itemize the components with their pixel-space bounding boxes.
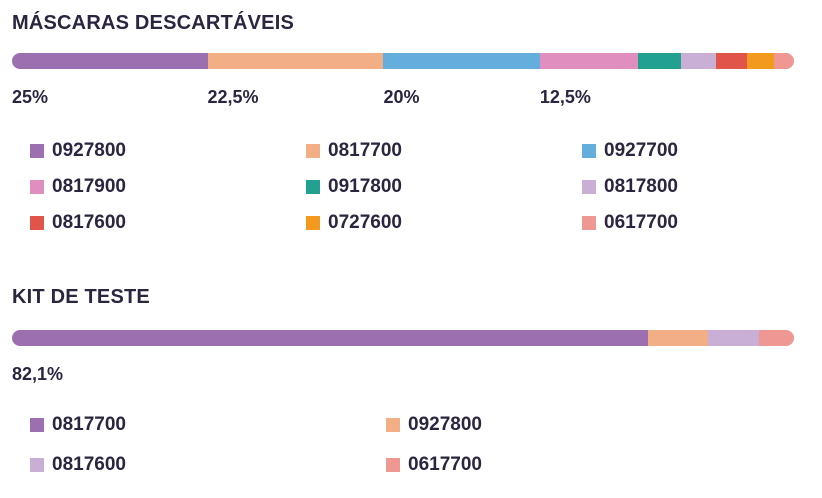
legend-label: 0617700	[408, 454, 482, 475]
legend: 0817700 0927800 0817600 0617700	[12, 413, 794, 493]
chart-mascaras-descartaveis: MÁSCARAS DESCARTÁVEIS 25% 22,5% 20% 12,5% 0…	[12, 12, 794, 242]
bar-segment-0927700	[383, 53, 540, 69]
legend-swatch	[30, 216, 44, 230]
legend-swatch	[386, 418, 400, 432]
legend-item-0927800: 0927800	[30, 139, 126, 163]
legend-item-0617700: 0617700	[582, 211, 678, 235]
legend-label: 0617700	[604, 212, 678, 233]
legend-label: 0817600	[52, 212, 126, 233]
legend-label: 0927800	[408, 414, 482, 435]
chart-title: KIT DE TESTE	[12, 286, 150, 308]
bar-segment-0917800	[637, 53, 682, 69]
legend-item-0817800: 0817800	[582, 175, 678, 199]
legend-label: 0817700	[52, 414, 126, 435]
legend-swatch	[30, 458, 44, 472]
legend-label: 0927800	[52, 140, 126, 161]
percentage-labels: 82,1%	[12, 364, 794, 388]
bar-segment-0817900	[539, 53, 638, 69]
legend-label: 0817700	[328, 140, 402, 161]
legend-swatch	[30, 418, 44, 432]
legend-item-0727600: 0727600	[306, 211, 402, 235]
chart-title: MÁSCARAS DESCARTÁVEIS	[12, 12, 295, 34]
legend-swatch	[386, 458, 400, 472]
bar-segment-0927800	[647, 330, 709, 346]
legend-item-0817600: 0817600	[30, 453, 126, 477]
legend-label: 0727600	[328, 212, 402, 233]
legend-swatch	[582, 216, 596, 230]
legend-item-0817900: 0817900	[30, 175, 126, 199]
legend-swatch	[30, 144, 44, 158]
stacked-bar	[12, 53, 794, 69]
percentage-label-0817700: 22,5%	[207, 87, 259, 107]
legend-item-0927700: 0927700	[582, 139, 678, 163]
legend-swatch	[306, 216, 320, 230]
bar-segment-0817600	[715, 53, 748, 69]
bar-segment-0617700	[773, 53, 794, 69]
legend-label: 0817900	[52, 176, 126, 197]
bar-segment-0817800	[681, 53, 716, 69]
legend-swatch	[306, 180, 320, 194]
legend-label: 0817600	[52, 454, 126, 475]
legend-label: 0817800	[604, 176, 678, 197]
percentage-label-0927700: 20%	[383, 87, 420, 107]
legend: 0927800 0817700 0927700 0817900 0917800 08178…	[12, 139, 794, 249]
legend-item-0917800: 0917800	[306, 175, 402, 199]
chart-kit-de-teste: KIT DE TESTE 82,1% 0817700 0927800 0817600…	[12, 286, 794, 486]
legend-item-0927800: 0927800	[386, 413, 482, 437]
bar-segment-0927800	[12, 53, 208, 69]
percentage-labels: 25% 22,5% 20% 12,5%	[12, 87, 794, 111]
bar-segment-0817700	[207, 53, 384, 69]
legend-item-0617700: 0617700	[386, 453, 482, 477]
legend-swatch	[30, 180, 44, 194]
bar-segment-0617700	[759, 330, 794, 346]
stacked-bar	[12, 330, 794, 346]
bar-segment-0727600	[747, 53, 774, 69]
percentage-label-0817900: 12,5%	[539, 87, 591, 107]
legend-swatch	[306, 144, 320, 158]
legend-swatch	[582, 144, 596, 158]
bar-segment-0817700	[12, 330, 648, 346]
legend-label: 0927700	[604, 140, 678, 161]
legend-item-0817700: 0817700	[306, 139, 402, 163]
legend-item-0817700: 0817700	[30, 413, 126, 437]
bar-segment-0817600	[708, 330, 760, 346]
percentage-label-0817700: 82,1%	[12, 364, 64, 384]
legend-item-0817600: 0817600	[30, 211, 126, 235]
percentage-label-0927800: 25%	[12, 87, 49, 107]
legend-swatch	[582, 180, 596, 194]
legend-label: 0917800	[328, 176, 402, 197]
